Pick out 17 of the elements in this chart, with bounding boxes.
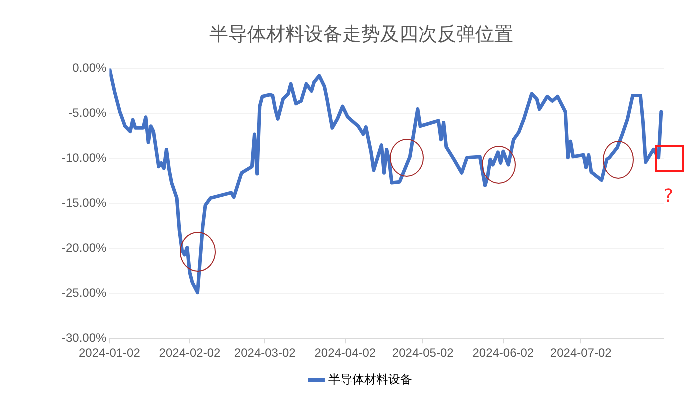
x-tick-label: 2024-06-02 <box>472 346 534 360</box>
x-tick-label: 2024-01-02 <box>79 346 141 360</box>
x-tick-label: 2024-05-02 <box>392 346 454 360</box>
chart-title: 半导体材料设备走势及四次反弹位置 <box>210 23 514 46</box>
y-tick-label: 0.00% <box>72 61 108 76</box>
y-tick-label: -30.00% <box>62 330 108 345</box>
annotation: ? <box>664 186 674 207</box>
y-tick-label: -5.00% <box>68 106 108 120</box>
x-tick-label: 2024-03-02 <box>234 346 296 360</box>
y-tick-label: -25.00% <box>62 286 108 300</box>
legend-label: 半导体材料设备 <box>328 372 412 386</box>
x-tick-label: 2024-02-02 <box>159 346 222 360</box>
y-tick-label: -15.00% <box>62 196 108 210</box>
x-tick-label: 2024-07-02 <box>550 346 612 360</box>
y-tick-label: -20.00% <box>62 240 108 255</box>
x-tick-label: 2024-04-02 <box>314 346 376 360</box>
y-tick-label: -10.00% <box>62 151 108 166</box>
